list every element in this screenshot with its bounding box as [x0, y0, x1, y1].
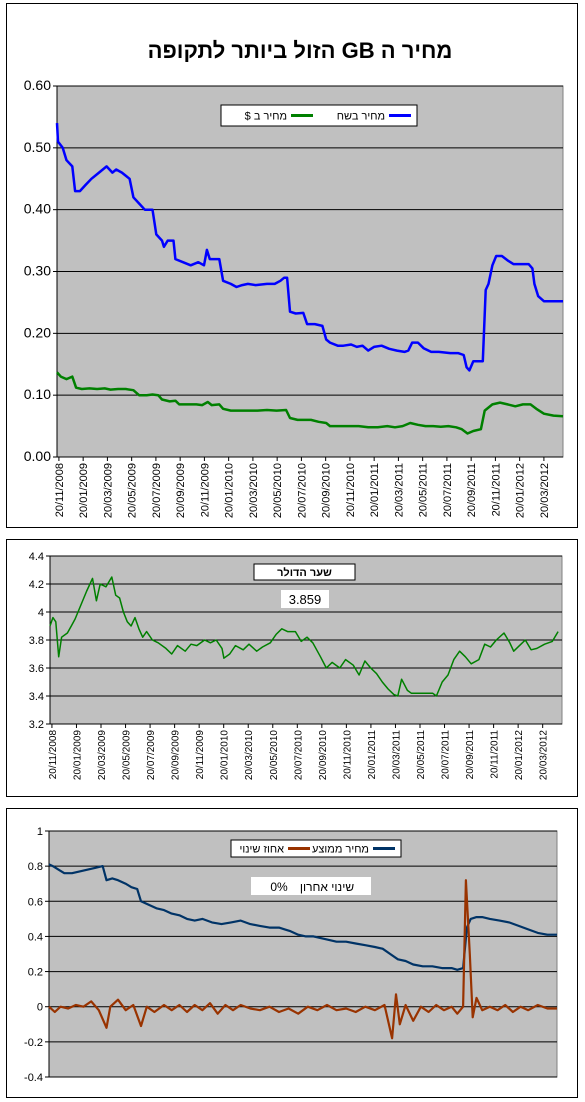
x-tick-label: 20/07/2011	[442, 463, 454, 517]
chart-panel-avg-price: -0.4 -0.2 0 0.2 0.4 0.6 0.8 1 מחיר ממוצע אחוז שי…	[6, 808, 578, 1098]
y-tick-label: 4.2	[29, 579, 44, 591]
y-tick-label: 0.30	[24, 263, 51, 279]
x-tick-label: 20/03/2010	[244, 730, 255, 780]
x-tick-label: 20/11/2011	[490, 730, 501, 779]
x-tick-label: 20/11/2010	[342, 730, 353, 780]
x-tick-label: 20/01/2009	[72, 730, 83, 780]
legend-label: מחיר ב $	[245, 111, 287, 123]
y-tick-label: 0.40	[24, 201, 51, 217]
x-tick-label: 20/03/2012	[539, 730, 550, 780]
legend-label: מחיר בשח	[337, 111, 385, 123]
x-tick-label: 20/01/2009	[78, 463, 90, 518]
x-tick-label: 20/03/2010	[248, 463, 260, 518]
x-tick-label: 20/09/2009	[175, 463, 187, 518]
x-tick-label: 20/03/2009	[102, 463, 114, 518]
x-tick-label: 20/09/2009	[171, 730, 182, 780]
x-tick-label: 20/09/2010	[318, 730, 329, 780]
x-tick-label: 20/03/2011	[393, 463, 405, 517]
x-tick-label: 20/01/2010	[220, 730, 231, 780]
y-tick-label: 0	[37, 1002, 43, 1014]
y-tick-label: 0.6	[28, 896, 43, 908]
x-tick-label: 20/01/2011	[367, 730, 378, 780]
y-tick-label: 3.2	[29, 719, 44, 731]
series-line-1	[56, 371, 564, 435]
x-tick-label: 20/05/2011	[416, 730, 427, 780]
x-tick-label: 20/05/2010	[272, 463, 284, 518]
series-line-1	[48, 879, 557, 1040]
x-tick-label: 20/01/2012	[514, 730, 525, 780]
y-tick-label: 0.60	[24, 77, 51, 93]
y-tick-label: 0.20	[24, 324, 51, 340]
chart-panel-gb-price: מחיר ה GB הזול ביותר לתקופה 0.00 0.10 0.20…	[6, 3, 578, 528]
y-tick-label: 3.4	[29, 691, 44, 703]
legend-label: מחיר ממוצע	[312, 844, 369, 856]
x-tick-label: 20/07/2010	[296, 463, 308, 518]
x-tick-label: 20/09/2010	[321, 463, 333, 518]
legend: מחיר בשח מחיר ב $	[220, 104, 418, 127]
x-tick-label: 20/03/2009	[97, 730, 108, 780]
y-tick-label: -0.2	[24, 1037, 43, 1049]
y-tick-label: 0.10	[24, 386, 51, 402]
plot-area	[48, 830, 558, 1078]
x-tick-label: 20/11/2008	[48, 730, 59, 780]
y-tick-label: 0.8	[28, 861, 43, 873]
x-tick-label: 20/11/2008	[54, 463, 66, 517]
legend-box	[253, 563, 356, 581]
x-tick-label: 20/03/2011	[391, 730, 402, 780]
legend: מחיר ממוצע אחוז שינוי	[230, 839, 402, 858]
y-tick-label: 3.6	[29, 663, 44, 675]
x-tick-label: 20/07/2011	[441, 730, 452, 780]
last-change-value: 0%	[270, 880, 288, 894]
y-tick-label: 0.00	[24, 448, 51, 464]
series-line-0	[49, 576, 559, 697]
x-tick-label: 20/11/2009	[199, 463, 211, 517]
y-tick-label: 1	[37, 826, 43, 838]
note-box	[251, 877, 371, 895]
x-tick-label: 20/01/2011	[369, 463, 381, 517]
x-tick-label: 20/01/2012	[515, 463, 527, 518]
note-box	[281, 590, 329, 608]
x-tick-label: 20/05/2011	[418, 463, 430, 517]
series-line-0	[55, 123, 563, 372]
x-tick-label: 20/01/2010	[224, 463, 236, 518]
legend-title: שער הדולר	[277, 566, 332, 579]
x-tick-label: 20/05/2010	[269, 730, 280, 780]
chart-title: מחיר ה GB הזול ביותר לתקופה	[148, 38, 453, 63]
legend-box	[230, 839, 402, 858]
x-tick-label: 20/05/2009	[122, 730, 133, 780]
legend-box	[220, 104, 418, 127]
current-rate-value: 3.859	[289, 592, 322, 607]
avg-price-chart: -0.4 -0.2 0 0.2 0.4 0.6 0.8 1 מחיר ממוצע אחוז שי…	[24, 826, 558, 1084]
x-tick-label: 20/07/2009	[146, 730, 157, 780]
legend-label: אחוז שינוי	[240, 844, 285, 856]
chart-panel-usd-rate: 3.2 3.4 3.6 3.8 4 4.2 4.4 20/11/2008 20/01/2009…	[6, 539, 578, 797]
legend: שער הדולר	[253, 563, 356, 581]
x-tick-label: 20/07/2010	[293, 730, 304, 780]
x-tick-label: 20/11/2010	[345, 463, 357, 517]
y-tick-label: 0.2	[28, 967, 43, 979]
y-tick-label: 3.8	[29, 635, 44, 647]
usd-rate-chart: 3.2 3.4 3.6 3.8 4 4.2 4.4 20/11/2008 20/01/2009…	[29, 551, 563, 780]
x-tick-label: 20/07/2009	[151, 463, 163, 518]
y-tick-label: 0.50	[24, 139, 51, 155]
y-tick-label: 4	[38, 607, 44, 619]
gb-price-chart: מחיר ה GB הזול ביותר לתקופה 0.00 0.10 0.20…	[24, 38, 564, 518]
series-line-0	[48, 863, 557, 971]
y-tick-label: -0.4	[24, 1072, 43, 1084]
x-tick-label: 20/09/2011	[465, 730, 476, 780]
x-tick-label: 20/09/2011	[466, 463, 478, 517]
y-tick-label: 4.4	[29, 551, 44, 563]
x-tick-label: 20/11/2011	[490, 463, 502, 516]
y-tick-label: 0.4	[28, 931, 43, 943]
last-change-label: שינוי אחרון	[300, 880, 354, 894]
x-tick-label: 20/05/2009	[127, 463, 139, 518]
x-tick-label: 20/03/2012	[539, 463, 551, 518]
x-tick-label: 20/11/2009	[195, 730, 206, 780]
